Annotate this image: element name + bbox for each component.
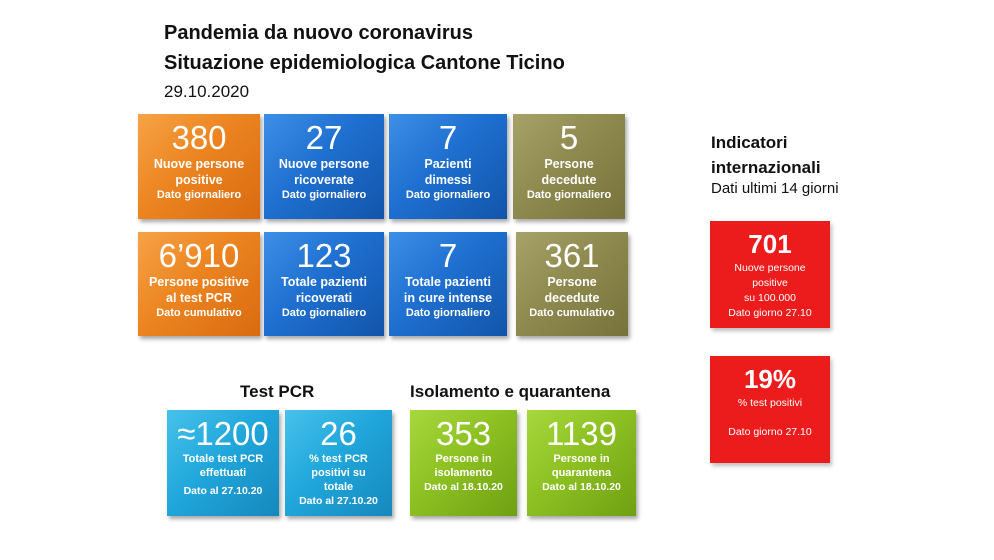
tile-label: in cure intense xyxy=(403,291,493,305)
tile-note: Dato giornaliero xyxy=(526,189,612,201)
tile-label: Pazienti xyxy=(424,157,472,171)
tile-value: 361 xyxy=(544,237,600,274)
international-title: Indicatori internazionali xyxy=(711,130,821,180)
tile-label: % test positivi xyxy=(737,397,803,409)
tile-note: Dato giornaliero xyxy=(405,189,491,201)
tile-note: Dato al 18.10.20 xyxy=(424,481,503,493)
tile-quarantine: 1139 Persone in quarantena Dato al 18.10… xyxy=(527,410,636,516)
tile-label: decedute xyxy=(544,291,600,305)
tile-label: Nuove persone xyxy=(278,157,370,171)
tile-note: Dato al 27.10.20 xyxy=(299,495,378,507)
international-subtitle: Dati ultimi 14 giorni xyxy=(711,180,839,197)
tile-positive-rate: 19% % test positivi Dato giorno 27.10 xyxy=(710,356,830,463)
tile-label: positivi su xyxy=(311,467,366,479)
tile-note: Dato al 27.10.20 xyxy=(183,485,263,497)
tile-value: 353 xyxy=(435,415,492,452)
tile-note: Dato giornaliero xyxy=(156,189,242,201)
tile-note: Dato cumulativo xyxy=(156,307,242,319)
tile-label: isolamento xyxy=(434,467,493,479)
tile-label: Persone in xyxy=(553,453,610,465)
tile-label: ricoverati xyxy=(295,291,353,305)
tile-label: Nuove persone xyxy=(153,157,245,171)
report-date: 29.10.2020 xyxy=(164,82,250,101)
tile-label: Totale pazienti xyxy=(281,275,367,289)
tile-label: Totale test PCR xyxy=(182,453,264,465)
tile-value: 123 xyxy=(296,237,352,274)
tile-value: 5 xyxy=(559,119,579,156)
tile-note: Dato cumulativo xyxy=(529,307,615,319)
tile-value: 26 xyxy=(320,415,357,452)
tile-note: Dato al 18.10.20 xyxy=(542,481,621,493)
tile-value: 701 xyxy=(748,229,792,259)
tile-value: 7 xyxy=(438,119,458,156)
tile-incidence-per-100k: 701 Nuove persone positive su 100.000 Da… xyxy=(710,221,830,328)
tile-label: Persone in xyxy=(435,453,492,465)
international-title-line: internazionali xyxy=(711,158,821,177)
tile-discharged: 7 Pazienti dimessi Dato giornaliero xyxy=(389,114,507,219)
tile-value: 380 xyxy=(171,119,227,156)
tile-total-pcr-tests: ≈1200 Totale test PCR effettuati Dato al… xyxy=(167,410,279,516)
international-title-line: Indicatori xyxy=(711,133,788,152)
tile-label: totale xyxy=(323,481,354,493)
tile-new-positive: 380 Nuove persone positive Dato giornali… xyxy=(138,114,260,219)
tile-value: 7 xyxy=(438,237,458,274)
tile-note: Dato giornaliero xyxy=(405,307,491,319)
tile-label: Persone xyxy=(547,275,597,289)
tile-label: decedute xyxy=(541,173,597,187)
tile-deceased-daily: 5 Persone decedute Dato giornaliero xyxy=(513,114,625,219)
tile-value: ≈1200 xyxy=(177,415,269,452)
tile-label: Persone positive xyxy=(148,275,250,289)
tile-label: Persone xyxy=(544,157,594,171)
tile-intensive-care: 7 Totale pazienti in cure intense Dato g… xyxy=(389,232,507,336)
tile-label: quarantena xyxy=(551,467,612,479)
tile-deceased-cumulative: 361 Persone decedute Dato cumulativo xyxy=(516,232,628,336)
tile-label: positive xyxy=(752,277,788,289)
tile-label: dimessi xyxy=(424,173,472,187)
page-title: Pandemia da nuovo coronavirus xyxy=(164,22,473,44)
tile-positive-pcr: 6’910 Persone positive al test PCR Dato … xyxy=(138,232,260,336)
isolation-heading: Isolamento e quarantena xyxy=(410,382,611,401)
tile-note: Dato giorno 27.10 xyxy=(728,426,812,438)
page-subtitle: Situazione epidemiologica Cantone Ticino xyxy=(164,52,565,74)
tile-value: 6’910 xyxy=(158,237,240,274)
tile-label: Nuove persone xyxy=(734,262,806,274)
tile-label: Totale pazienti xyxy=(405,275,491,289)
tile-pcr-positive-rate: 26 % test PCR positivi su totale Dato al… xyxy=(285,410,392,516)
tile-note: Dato giorno 27.10 xyxy=(728,307,812,319)
tile-note: Dato giornaliero xyxy=(281,189,367,201)
tile-label: effettuati xyxy=(199,467,247,479)
tile-label: al test PCR xyxy=(166,291,232,305)
tile-new-hospitalized: 27 Nuove persone ricoverate Dato giornal… xyxy=(264,114,384,219)
tile-label: positive xyxy=(175,173,223,187)
tile-label: su 100.000 xyxy=(744,292,796,304)
tile-note: Dato giornaliero xyxy=(281,307,367,319)
tile-value: 1139 xyxy=(546,415,617,452)
tile-label: ricoverate xyxy=(294,173,354,187)
tile-value: 27 xyxy=(305,119,343,156)
tile-value: 19% xyxy=(743,364,797,394)
test-pcr-heading: Test PCR xyxy=(240,382,315,401)
tile-total-hospitalized: 123 Totale pazienti ricoverati Dato gior… xyxy=(264,232,384,336)
tile-label: % test PCR xyxy=(309,453,368,465)
tile-isolation: 353 Persone in isolamento Dato al 18.10.… xyxy=(410,410,517,516)
